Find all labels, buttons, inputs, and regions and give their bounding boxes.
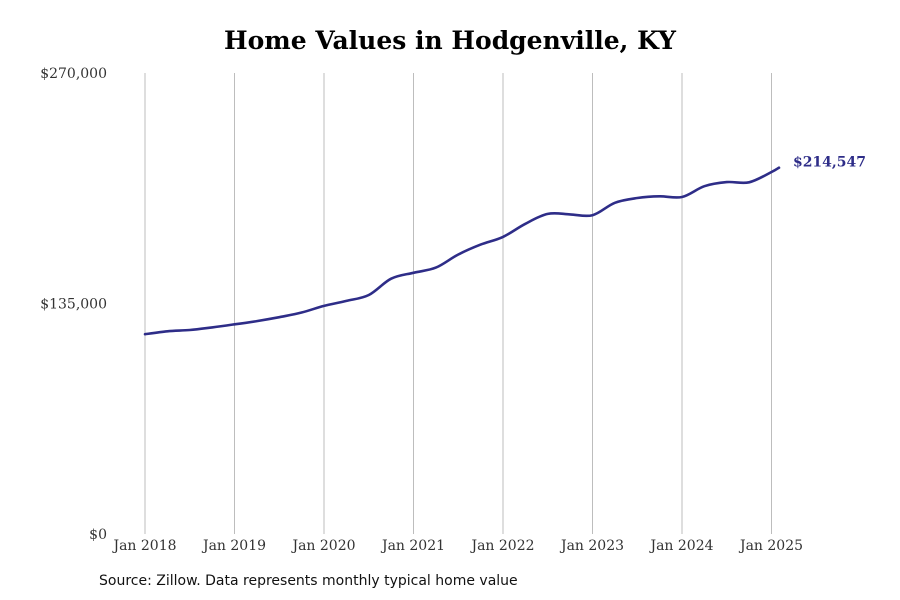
x-tick-label: Jan 2018	[111, 538, 176, 554]
y-tick-label: $270,000	[40, 66, 107, 82]
chart-title: Home Values in Hodgenville, KY	[224, 26, 676, 55]
y-tick-label: $0	[89, 527, 107, 543]
source-note: Source: Zillow. Data represents monthly …	[99, 573, 518, 589]
x-tick-label: Jan 2025	[738, 538, 803, 554]
end-value-label: $214,547	[793, 155, 866, 171]
series-line	[143, 166, 781, 336]
x-tick-label: Jan 2020	[290, 538, 355, 554]
series-layer	[143, 166, 781, 336]
x-axis: Jan 2018 Jan 2019 Jan 2020 Jan 2021 Jan 2022…	[111, 538, 803, 554]
x-tick-label: Jan 2023	[559, 538, 624, 554]
gridlines	[144, 73, 772, 534]
y-tick-label: $135,000	[40, 297, 107, 313]
x-tick-label: Jan 2022	[469, 538, 534, 554]
x-tick-label: Jan 2019	[201, 538, 266, 554]
x-tick-label: Jan 2024	[648, 538, 713, 554]
y-axis: $0 $135,000 $270,000	[40, 66, 107, 543]
x-tick-label: Jan 2021	[380, 538, 445, 554]
annotation-layer: $214,547	[793, 155, 866, 171]
